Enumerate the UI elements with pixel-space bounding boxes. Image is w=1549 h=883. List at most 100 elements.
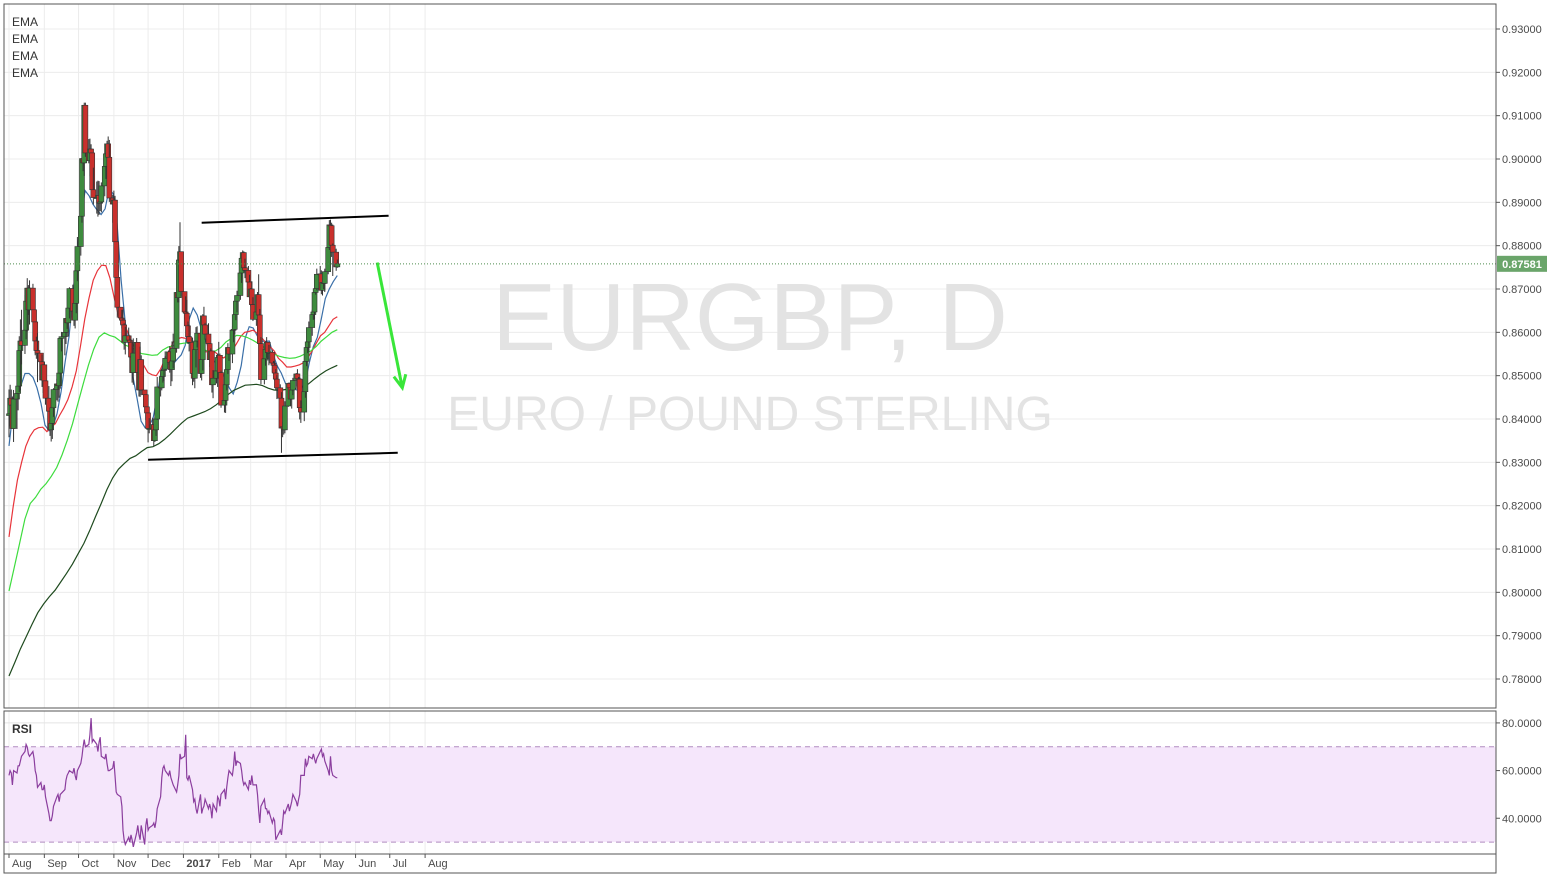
symbol-watermark: EURGBP, D [492, 264, 1008, 371]
candle [42, 380, 49, 405]
candle-body-up [198, 359, 205, 374]
candle-body-up [311, 292, 318, 313]
candle-body-up [50, 389, 57, 409]
candle [242, 258, 248, 279]
legend-label-ema-1: EMA [12, 15, 38, 29]
time-tick-label: Dec [151, 858, 171, 870]
last-price-label: 0.87581 [1502, 259, 1542, 271]
time-tick-label: Aug [12, 858, 32, 870]
candle [58, 331, 65, 352]
candle-body-down [217, 354, 223, 373]
candle-body-up [288, 389, 295, 400]
candle [113, 241, 119, 281]
time-tick-label: Mar [254, 858, 273, 870]
candle [210, 370, 216, 399]
time-tick-label: Nov [117, 858, 137, 870]
candle-body-down [34, 350, 41, 354]
candle [34, 333, 41, 383]
trendline-2 [148, 451, 398, 461]
candle-body-up [234, 295, 240, 302]
candle-body-down [42, 380, 49, 399]
candle [82, 102, 89, 157]
candle-body-up [193, 340, 199, 350]
candle-body-down [201, 315, 207, 326]
time-tick-label: Apr [289, 858, 306, 870]
candle-body-down [32, 321, 39, 342]
candle-body-down [30, 287, 36, 311]
price-tick-label: 0.92000 [1502, 67, 1542, 79]
candle-body-down [277, 387, 284, 399]
price-tick-label: 0.80000 [1502, 587, 1542, 599]
candle-body-down [245, 270, 252, 283]
candle-body-up [312, 288, 319, 293]
candle-body-down [271, 364, 278, 374]
candle-body-down [141, 389, 148, 396]
trendlines [148, 214, 398, 461]
time-tick-label: Oct [82, 858, 99, 870]
candle-body-down [138, 359, 145, 391]
candle-body-up [313, 273, 320, 289]
candle-body-up [65, 307, 72, 324]
candle-body-up [303, 347, 310, 362]
time-tick-label: Jul [393, 858, 407, 870]
time-tick-label: 2017 [186, 858, 210, 870]
price-tick-label: 0.81000 [1502, 544, 1542, 556]
candle-body-up [74, 246, 81, 272]
candle [114, 276, 121, 318]
legend-label-ema-3: EMA [12, 49, 38, 63]
candle-body-down [270, 362, 277, 366]
time-tick-label: Feb [222, 858, 241, 870]
price-tick-label: 0.84000 [1502, 414, 1542, 426]
candle-body-down [120, 319, 126, 326]
candle-body-up [48, 423, 54, 431]
time-axis: Aug Sep Oct Nov Dec 2017 Feb Mar Apr May Jun Jul Aug [8, 854, 448, 870]
candle-body-up [229, 329, 236, 355]
candle-body-up [78, 215, 84, 247]
candle [274, 374, 280, 400]
candle-body-up [237, 272, 244, 296]
candle [170, 333, 176, 369]
candle-body-up [304, 341, 311, 348]
candle-body-down [294, 373, 301, 379]
candle [306, 321, 312, 352]
candle [202, 322, 208, 340]
candle-body-up [231, 314, 238, 330]
price-tick-label: 0.86000 [1502, 327, 1542, 339]
candle-body-down [186, 336, 192, 343]
price-tick-label: 0.78000 [1502, 674, 1542, 686]
candle [321, 268, 328, 293]
candle-body-up [130, 352, 137, 373]
candle [178, 251, 184, 297]
rsi-tick-label: 80.0000 [1502, 718, 1542, 730]
candle-body-up [290, 380, 296, 391]
candle [50, 388, 57, 417]
price-tick-label: 0.91000 [1502, 111, 1542, 123]
candle-body-up [14, 393, 20, 400]
candle-body-down [112, 199, 118, 243]
candle-body-up [301, 391, 308, 413]
candle-body-up [321, 271, 328, 284]
candle [237, 268, 244, 300]
candle-body-down [249, 288, 255, 305]
legend: EMA EMA EMA EMA [12, 15, 38, 80]
candle [10, 389, 17, 442]
candle-body-down [184, 312, 190, 327]
time-tick-label: Sep [47, 858, 67, 870]
candle-body-up [15, 385, 21, 394]
candle-body-down [105, 143, 111, 158]
price-tick-label: 0.85000 [1502, 371, 1542, 383]
candle-body-down [178, 251, 184, 292]
legend-label-ema-4: EMA [12, 66, 38, 80]
price-tick-label: 0.89000 [1502, 197, 1542, 209]
candle-body-down [114, 276, 121, 308]
time-tick-label: Aug [428, 858, 448, 870]
candle-body-down [41, 364, 48, 382]
candle-body-up [57, 338, 64, 374]
candle-body-down [274, 378, 280, 389]
price-tick-label: 0.87000 [1502, 284, 1542, 296]
candle [98, 182, 105, 213]
price-tick-label: 0.83000 [1502, 457, 1542, 469]
name-watermark: EURO / POUND STERLING [447, 388, 1052, 441]
